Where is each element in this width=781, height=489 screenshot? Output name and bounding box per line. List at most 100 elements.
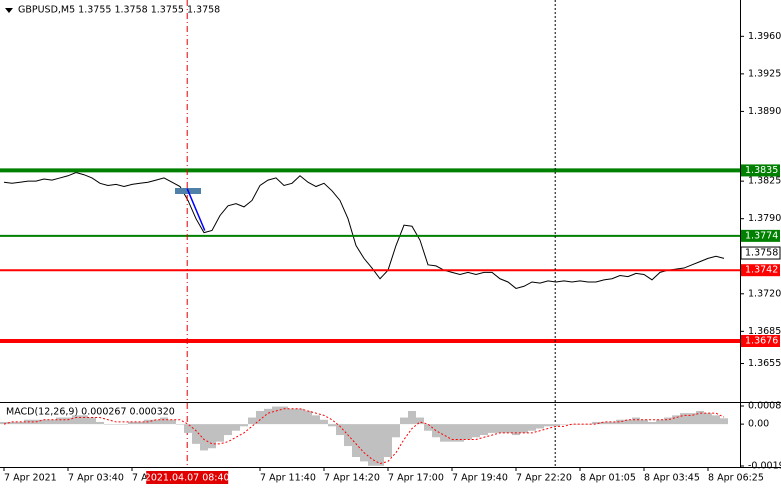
histogram-bar	[496, 424, 504, 433]
x-tick-label: 8 Apr 03:45	[644, 473, 700, 484]
histogram-bar	[256, 410, 264, 425]
level-label: 1.3774	[745, 230, 778, 241]
level-label: 1.3742	[745, 265, 778, 276]
y-tick-label: 1.3685	[748, 326, 781, 337]
level-label-box	[741, 334, 780, 347]
histogram-bar	[232, 424, 240, 431]
histogram-bar	[208, 424, 216, 449]
histogram-bar	[80, 415, 88, 425]
histogram-bar	[88, 417, 96, 425]
histogram-bar	[656, 419, 664, 425]
x-tick-label: 7 Apr 2021	[4, 473, 57, 484]
x-tick-label: 7 Apr 22:20	[516, 473, 572, 484]
histogram-bar	[40, 419, 48, 425]
histogram-bar	[280, 406, 288, 425]
histogram-bar	[440, 424, 448, 442]
histogram-bar	[528, 424, 536, 431]
histogram-bar	[56, 417, 64, 425]
x-tick-label: 8 Apr 01:05	[580, 473, 636, 484]
menu-triangle	[5, 8, 13, 13]
histogram-bar	[712, 415, 720, 425]
histogram-bar	[624, 419, 632, 425]
histogram-bar	[480, 424, 488, 436]
y-tick-label: 1.3925	[748, 68, 781, 79]
histogram-bar	[160, 417, 168, 425]
histogram-bar	[152, 419, 160, 425]
x-tick-label: 7 Apr 19:40	[452, 473, 508, 484]
histogram-bar	[168, 419, 176, 425]
histogram-bar	[272, 406, 280, 425]
histogram-bar	[264, 408, 272, 425]
histogram-bar	[536, 424, 544, 429]
histogram-bar	[392, 424, 400, 438]
histogram-bar	[640, 419, 648, 425]
histogram-bar	[504, 424, 512, 433]
level-label: 1.3676	[745, 335, 778, 346]
signal-line	[3, 408, 725, 465]
trend-line	[186, 188, 206, 231]
cursor-label: 2021.04.07 08:40	[145, 473, 230, 484]
x-tick-label: 8 Apr 06:25	[708, 473, 764, 484]
histogram-bar	[0, 421, 8, 425]
x-tick-label: 7 Apr 11:40	[260, 473, 316, 484]
y-tick-label: 1.3655	[748, 358, 781, 369]
histogram-bar	[648, 421, 656, 425]
histogram-bar	[48, 419, 56, 425]
x-tick-label: 7 Apr 14:20	[324, 473, 380, 484]
histogram-bar	[416, 417, 424, 425]
histogram-bar	[296, 408, 304, 425]
histogram-bar	[552, 424, 560, 427]
histogram-bar	[456, 424, 464, 442]
histogram-bar	[184, 424, 192, 433]
histogram-bar	[432, 424, 440, 438]
x-tick-label: 7 Apr 17:00	[388, 473, 444, 484]
histogram-bar	[384, 424, 392, 458]
histogram-bar	[584, 424, 592, 425]
y-tick-label: 1.3720	[748, 288, 781, 299]
histogram-bar	[352, 424, 360, 458]
price-line	[3, 172, 725, 289]
histogram-bar	[8, 421, 16, 425]
histogram-bar	[16, 421, 24, 425]
histogram-bar	[688, 413, 696, 425]
histogram-bar	[240, 424, 248, 427]
histogram-bar	[312, 415, 320, 425]
histogram-bar	[288, 408, 296, 425]
y-tick-label: 0.00	[748, 419, 769, 430]
histogram-bar	[376, 424, 384, 466]
chart-title: GBPUSD,M5 1.3755 1.3758 1.3755 1.3758	[18, 5, 220, 16]
histogram-bar	[424, 424, 432, 431]
histogram-bar	[664, 417, 672, 425]
level-label-box	[741, 264, 780, 277]
histogram-bar	[336, 424, 344, 436]
cursor-label-box	[146, 471, 229, 484]
histogram-bar	[96, 421, 104, 425]
histogram-bar	[616, 419, 624, 425]
histogram-bar	[560, 424, 568, 425]
histogram-bar	[544, 424, 552, 427]
level-label: 1.3835	[745, 165, 778, 176]
histogram-bar	[136, 421, 144, 425]
histogram-bar	[112, 424, 120, 425]
histogram-bar	[304, 410, 312, 425]
histogram-bar	[592, 421, 600, 425]
histogram-bar	[192, 424, 200, 444]
histogram-bar	[72, 415, 80, 425]
histogram-bar	[576, 424, 584, 425]
histogram-bar	[520, 424, 528, 433]
histogram-bar	[472, 424, 480, 438]
histogram-bar	[216, 424, 224, 442]
current-price-box	[740, 246, 781, 260]
y-tick-label: 1.3960	[748, 31, 781, 42]
y-tick-label: 1.3890	[748, 106, 781, 117]
histogram-bar	[328, 424, 336, 427]
histogram-bar	[360, 424, 368, 462]
macd-title: MACD(12,26,9) 0.000267 0.000320	[6, 407, 175, 418]
y-tick-label: -0.00191	[748, 461, 781, 472]
y-tick-label: 1.3825	[748, 176, 781, 187]
histogram-bar	[448, 424, 456, 442]
histogram-bar	[720, 418, 728, 425]
histogram-bar	[128, 421, 136, 425]
